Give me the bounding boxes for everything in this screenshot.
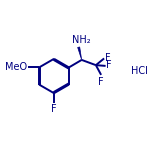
- Text: F: F: [98, 77, 104, 87]
- Text: F: F: [105, 53, 110, 63]
- Text: F: F: [106, 60, 112, 70]
- Text: NH₂: NH₂: [72, 35, 90, 45]
- Text: MeO: MeO: [5, 62, 27, 72]
- Text: HCl: HCl: [131, 66, 148, 76]
- Polygon shape: [78, 47, 82, 60]
- Text: F: F: [51, 104, 57, 114]
